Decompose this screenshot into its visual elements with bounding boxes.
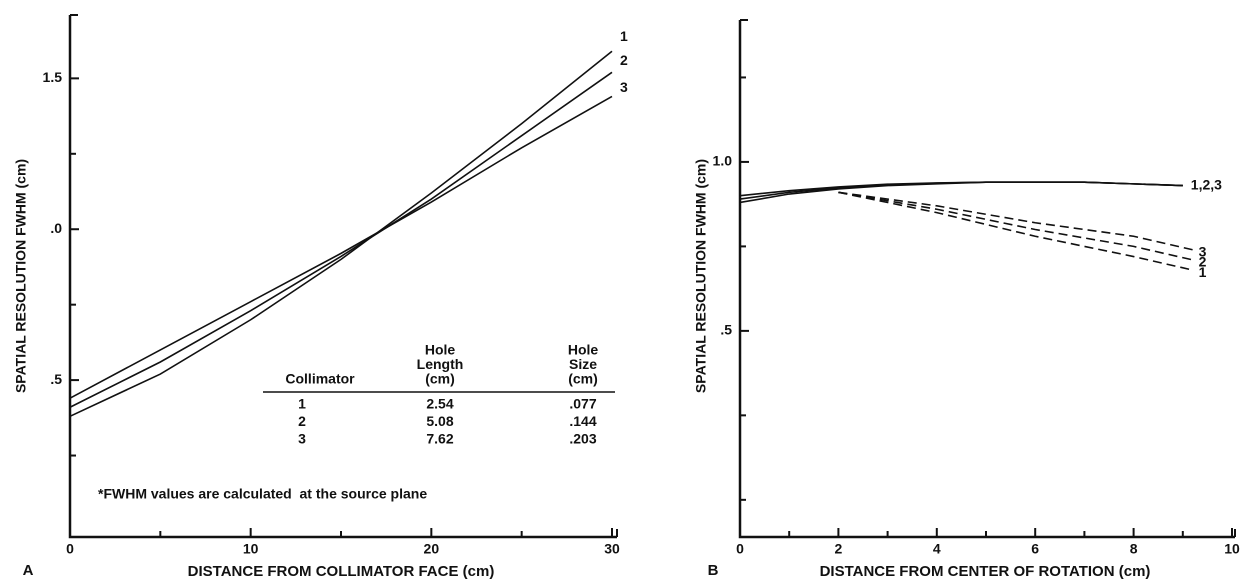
series-label: 1 [1199, 264, 1207, 280]
axes [68, 15, 617, 539]
table-cell: 3 [298, 431, 306, 447]
series-line [838, 191, 1193, 271]
table-cell: 7.62 [426, 431, 453, 447]
table-cell: 1 [298, 396, 306, 412]
series-label: 3 [1199, 243, 1207, 259]
table-cell: .077 [569, 396, 596, 412]
series-label: 1 [620, 28, 628, 44]
series-line [69, 50, 613, 418]
x-tick-label: 0 [736, 541, 744, 557]
x-axis-label: DISTANCE FROM CENTER OF ROTATION (cm) [820, 563, 1151, 580]
x-tick-label: 8 [1130, 541, 1138, 557]
x-tick-label: 30 [604, 541, 620, 557]
y-tick-label: .5 [50, 371, 62, 387]
table-cell: 5.08 [426, 413, 453, 429]
x-axis-label: DISTANCE FROM COLLIMATOR FACE (cm) [188, 563, 495, 580]
panel-label: A [23, 562, 34, 579]
series-line [838, 191, 1193, 261]
y-axis-label: SPATIAL RESOLUTION FWHM (cm) [13, 159, 29, 393]
table-cell: .203 [569, 431, 596, 447]
series-label: 2 [620, 52, 628, 68]
panel-label: B [708, 562, 719, 579]
x-tick-label: 10 [243, 541, 259, 557]
table-cell: .144 [569, 413, 596, 429]
table-header: (cm) [425, 371, 455, 387]
series-label: 2 [1199, 254, 1207, 270]
series-label: 3 [620, 79, 628, 95]
x-tick-label: 6 [1031, 541, 1039, 557]
y-tick-label: 1.5 [43, 69, 63, 85]
series-group-label: 1,2,3 [1191, 176, 1222, 192]
series-line [69, 95, 613, 399]
y-tick-label: .0 [50, 220, 62, 236]
y-tick-label: .5 [720, 322, 732, 338]
series-line [739, 181, 1183, 200]
table-cell: 2.54 [426, 396, 453, 412]
table-header: Size [569, 356, 597, 372]
series-line [69, 71, 613, 408]
table-header: (cm) [568, 371, 598, 387]
table-header: Hole [568, 342, 599, 358]
table-header: Collimator [285, 371, 355, 387]
note: *FWHM values are calculated at the sourc… [98, 486, 427, 502]
axes [738, 20, 1235, 539]
y-tick-label: 1.0 [713, 153, 733, 169]
series-line [838, 191, 1193, 251]
x-tick-label: 10 [1224, 541, 1240, 557]
x-tick-label: 0 [66, 541, 74, 557]
series-line [739, 181, 1183, 197]
x-tick-label: 2 [835, 541, 843, 557]
x-tick-label: 4 [933, 541, 941, 557]
x-tick-label: 20 [424, 541, 440, 557]
table-cell: 2 [298, 413, 306, 429]
series-line [739, 181, 1183, 204]
y-axis-label: SPATIAL RESOLUTION FWHM (cm) [693, 159, 709, 393]
table-header: Length [417, 356, 464, 372]
table-header: Hole [425, 342, 456, 358]
